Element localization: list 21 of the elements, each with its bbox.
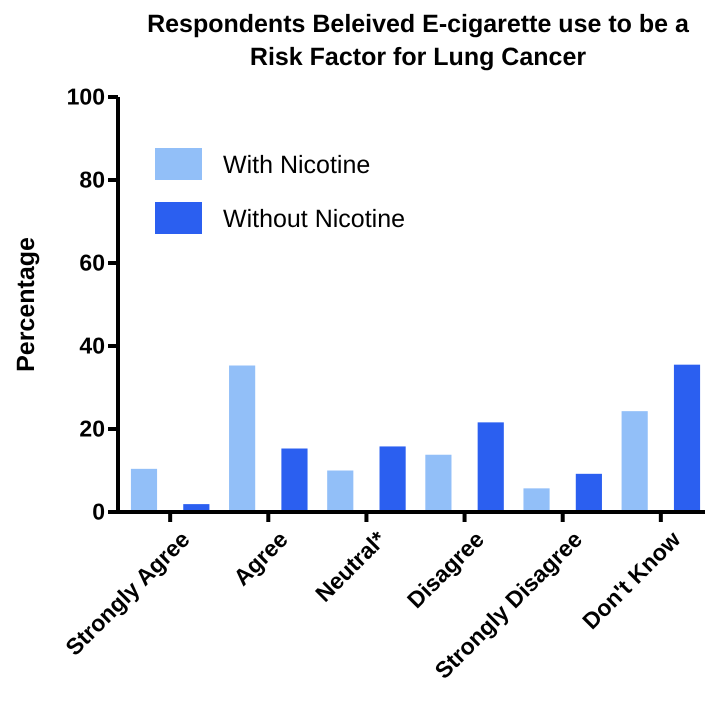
- bar: [478, 422, 504, 512]
- y-tick-label: 0: [92, 498, 105, 524]
- y-tick-label: 60: [79, 249, 105, 276]
- y-tick-label: 80: [79, 166, 105, 192]
- bar: [576, 474, 602, 512]
- bar: [229, 366, 256, 512]
- bar: [523, 488, 550, 512]
- bar: [380, 446, 406, 512]
- bar: [622, 411, 648, 512]
- bar: [674, 364, 700, 512]
- y-axis-title: Percentage: [12, 237, 40, 372]
- y-tick-label: 100: [66, 83, 105, 110]
- legend-label: Without Nicotine: [223, 205, 406, 233]
- bar: [425, 454, 452, 512]
- chart-title: Respondents Beleived E-cigarette use to be a Risk Factor for Lung Cancer: [147, 10, 690, 71]
- legend-label: With Nicotine: [223, 151, 370, 179]
- y-tick-label: 40: [79, 332, 105, 358]
- bar: [281, 448, 308, 512]
- bar: [130, 468, 158, 512]
- y-tick-label: 20: [79, 415, 105, 442]
- bar: [327, 470, 354, 512]
